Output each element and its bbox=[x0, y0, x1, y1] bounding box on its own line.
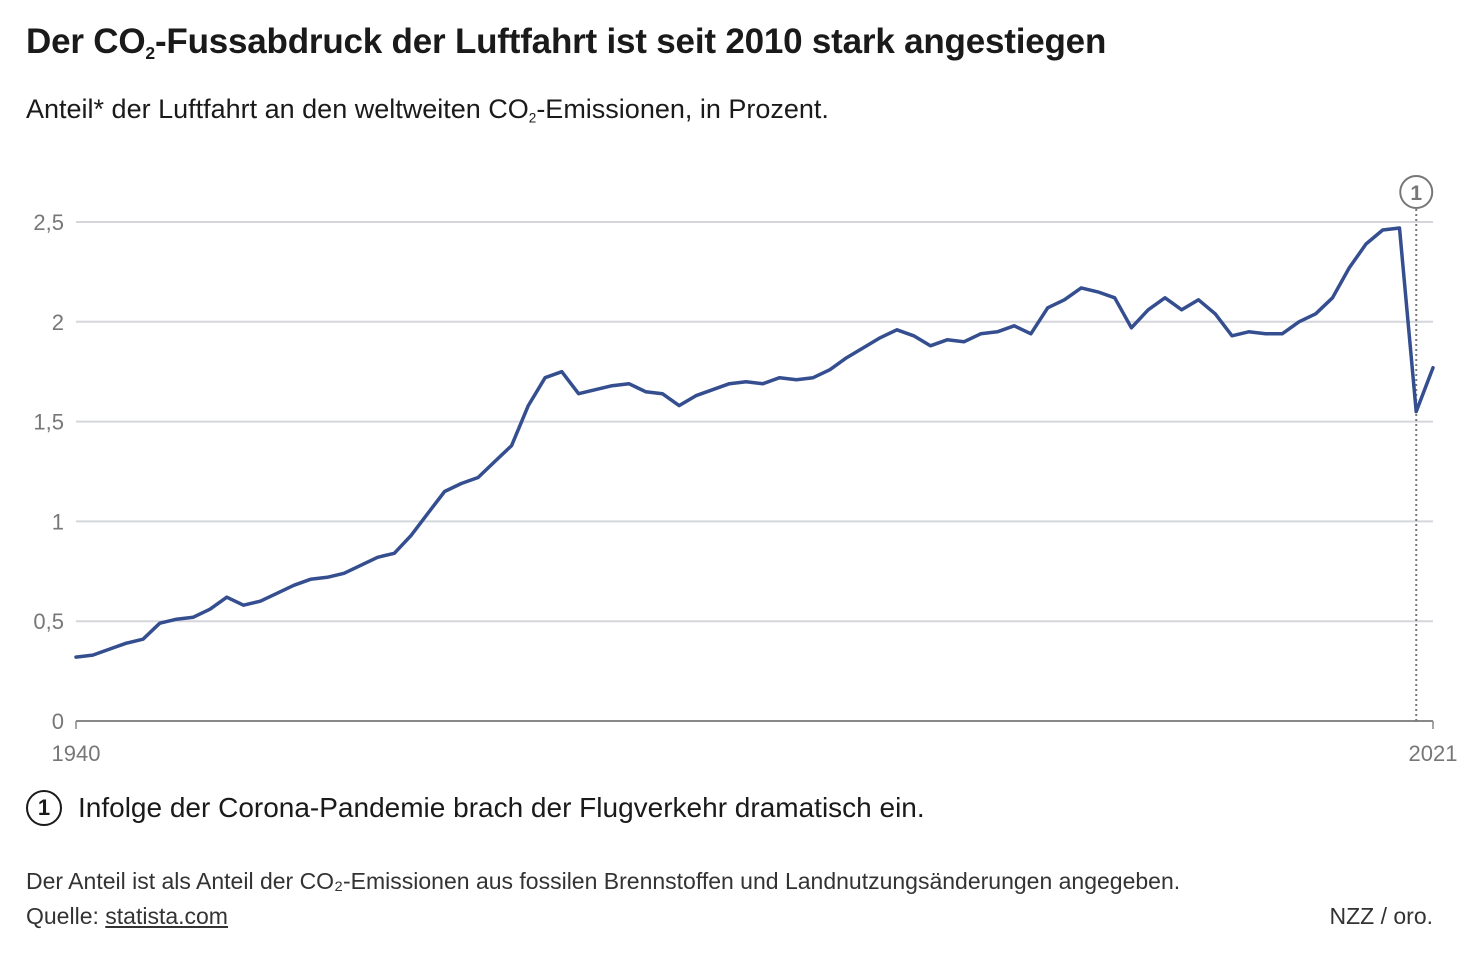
title-text: Der CO bbox=[26, 22, 146, 61]
annotation-marker-circle bbox=[1399, 175, 1434, 209]
subtitle-subscript: 2 bbox=[528, 110, 537, 126]
x-tick-label: 2021 bbox=[1409, 741, 1458, 766]
subtitle-text-rest: -Emissionen, in Prozent. bbox=[536, 94, 829, 124]
annotation-text: Infolge der Corona-Pandemie brach der Fl… bbox=[78, 792, 925, 823]
y-tick-label: 2,5 bbox=[33, 210, 64, 235]
credit: NZZ / oro. bbox=[1329, 903, 1433, 929]
source: Quelle: statista.com bbox=[26, 903, 228, 930]
title-subscript: 2 bbox=[145, 43, 155, 64]
title-text-rest: -Fussabdruck der Luftfahrt ist seit 2010… bbox=[154, 22, 1107, 61]
x-tick-label: 1940 bbox=[52, 741, 101, 766]
annotation-note: 1 Infolge der Corona-Pandemie brach der … bbox=[26, 790, 925, 826]
y-tick-label: 2 bbox=[52, 310, 64, 335]
chart-subtitle: Anteil* der Luftfahrt an den weltweiten … bbox=[26, 94, 829, 126]
line-chart: 0 0,5 1 1,5 2 2,5 1940 2021 1 bbox=[33, 175, 1458, 766]
source-link[interactable]: statista.com bbox=[105, 903, 228, 929]
y-tick-label: 0 bbox=[52, 709, 64, 734]
footnote: Der Anteil ist als Anteil der CO₂-Emissi… bbox=[26, 868, 1181, 894]
annotation-marker-number: 1 bbox=[1410, 182, 1422, 205]
y-tick-label: 1,5 bbox=[33, 410, 64, 435]
y-tick-label: 0,5 bbox=[33, 609, 64, 634]
chart-title: Der CO2-Fussabdruck der Luftfahrt ist se… bbox=[26, 22, 1106, 64]
subtitle-text: Anteil* der Luftfahrt an den weltweiten … bbox=[26, 94, 529, 124]
y-tick-label: 1 bbox=[52, 509, 64, 534]
annotation-number-badge: 1 bbox=[26, 790, 62, 826]
series-line bbox=[74, 226, 1435, 659]
source-label: Quelle: bbox=[26, 903, 99, 929]
